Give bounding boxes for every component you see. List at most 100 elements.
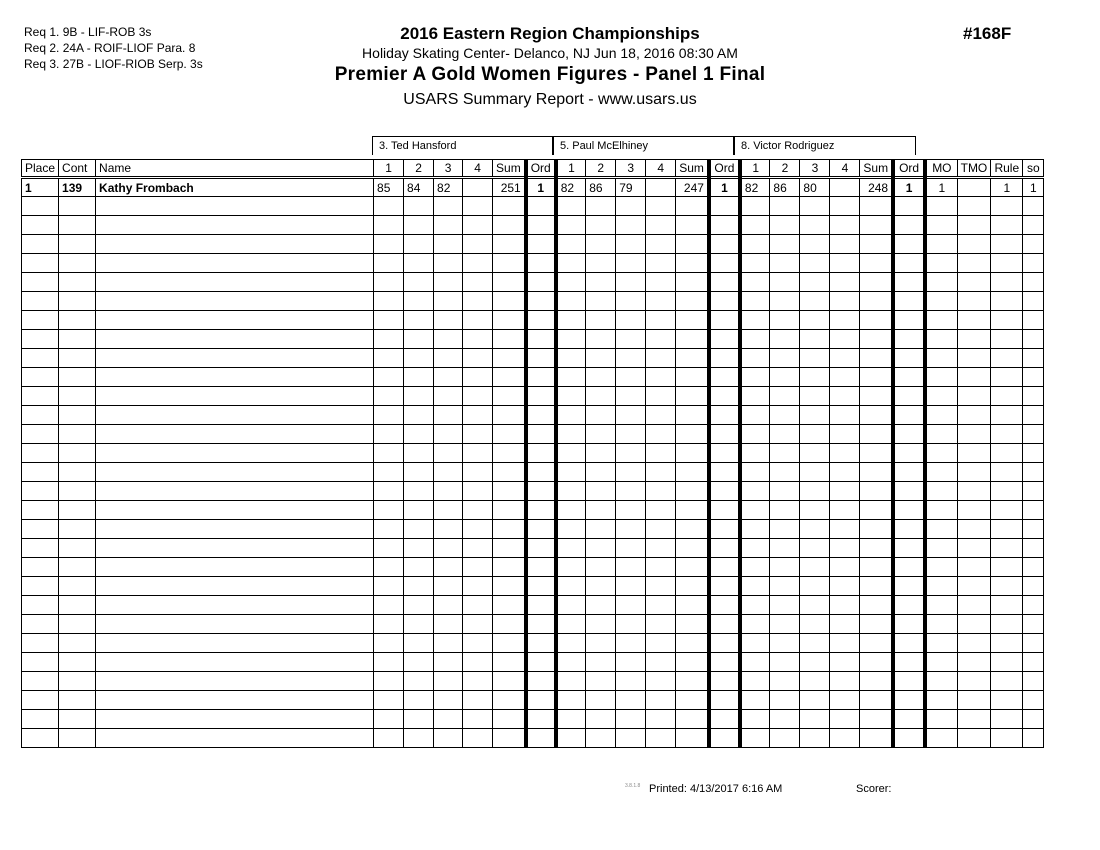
cell-j2-s3 (615, 348, 647, 368)
cell-j1-s1 (373, 557, 405, 577)
cell-j3-s4 (829, 405, 861, 425)
cell-j2-s2 (585, 500, 617, 520)
table-row (20, 367, 1045, 387)
cell-j2-ord (706, 348, 742, 368)
cell-j2-sum (675, 348, 710, 368)
event-title: Premier A Gold Women Figures - Panel 1 F… (334, 64, 766, 85)
cell-j2-s1 (555, 462, 587, 482)
cell-tmo (956, 557, 992, 577)
cell-rule (990, 633, 1024, 653)
cell-j2-ord (706, 196, 742, 216)
cell-j2-s3 (615, 291, 647, 311)
cell-j2-sum (675, 367, 710, 387)
cell-mo (924, 481, 958, 501)
table-row (20, 595, 1045, 615)
cell-j2-s1 (555, 576, 587, 596)
cell-j1-ord (523, 690, 558, 710)
cell-cont (58, 405, 97, 425)
cell-mo: 1 (924, 177, 958, 197)
cell-j2-s3 (615, 633, 647, 653)
cell-tmo (956, 291, 992, 311)
cell-j2-sum (675, 234, 710, 254)
cell-so (1022, 500, 1045, 520)
cell-j3-s1 (739, 386, 771, 406)
cell-j3-s1 (739, 329, 771, 349)
table-row (20, 671, 1045, 691)
cell-j3-s2 (769, 595, 801, 615)
cell-j1-ord (523, 367, 558, 387)
cell-j1-s3: 82 (433, 177, 464, 197)
cell-j2-s2 (585, 215, 617, 235)
cell-mo (924, 348, 958, 368)
cell-j1-s3 (433, 215, 464, 235)
cell-j2-s4 (645, 196, 677, 216)
venue-date: Holiday Skating Center- Delanco, NJ Jun … (362, 45, 738, 61)
cell-j1-s3 (433, 329, 464, 349)
cell-j1-s3 (433, 291, 464, 311)
cell-j1-s4 (462, 405, 494, 425)
cell-j1-sum (492, 500, 527, 520)
cell-j2-s3 (615, 614, 647, 634)
cell-mo (924, 633, 958, 653)
cell-j3-s4 (829, 310, 861, 330)
cell-j2-ord: 1 (706, 177, 742, 197)
cell-name: Kathy Frombach (95, 177, 375, 197)
cell-j2-s1 (555, 272, 587, 292)
cell-j1-s4 (462, 386, 494, 406)
cell-tmo (956, 671, 992, 691)
column-header-j3-s4: 4 (829, 159, 861, 179)
cell-j1-s1 (373, 500, 405, 520)
cell-mo (924, 500, 958, 520)
cell-mo (924, 671, 958, 691)
cell-j1-s3 (433, 367, 464, 387)
cell-j3-s1 (739, 196, 771, 216)
cell-j1-s3 (433, 614, 464, 634)
cell-j2-s4 (645, 367, 677, 387)
table-row (20, 500, 1045, 520)
table-row (20, 310, 1045, 330)
column-header-place: Place (20, 159, 60, 179)
cell-j3-s3 (799, 348, 831, 368)
cell-j1-s3 (433, 500, 464, 520)
cell-j1-ord (523, 196, 558, 216)
cell-rule (990, 367, 1024, 387)
cell-j1-sum (492, 291, 527, 311)
cell-tmo (956, 576, 992, 596)
cell-j3-s2 (769, 728, 801, 748)
cell-j3-s4 (829, 348, 861, 368)
column-header-name: Name (95, 159, 375, 179)
cell-j1-s3 (433, 310, 464, 330)
cell-tmo (956, 633, 992, 653)
cell-j1-s3 (433, 234, 464, 254)
cell-so (1022, 272, 1045, 292)
cell-j1-sum (492, 386, 527, 406)
cell-j2-s1 (555, 443, 587, 463)
cell-name (95, 633, 375, 653)
cell-j2-sum (675, 481, 710, 501)
cell-j2-s3 (615, 386, 647, 406)
cell-j3-s2 (769, 500, 801, 520)
cell-j1-s3 (433, 462, 464, 482)
cell-tmo (956, 310, 992, 330)
cell-j3-s1 (739, 576, 771, 596)
cell-j3-ord (891, 500, 928, 520)
cell-j1-ord (523, 557, 558, 577)
cell-j2-s1 (555, 310, 587, 330)
cell-j1-ord (523, 310, 558, 330)
cell-j1-s1 (373, 215, 405, 235)
cell-cont (58, 614, 97, 634)
cell-j1-s4 (462, 614, 494, 634)
cell-j1-s4 (462, 557, 494, 577)
cell-j1-s4 (462, 272, 494, 292)
cell-j3-sum (859, 291, 894, 311)
cell-j1-ord (523, 500, 558, 520)
cell-mo (924, 329, 958, 349)
column-header-j3-sum: Sum (859, 159, 894, 179)
cell-j2-s4 (645, 405, 677, 425)
cell-j2-s4 (645, 690, 677, 710)
cell-so (1022, 671, 1045, 691)
cell-j1-s2 (403, 310, 435, 330)
cell-j3-s2 (769, 481, 801, 501)
cell-j1-sum (492, 348, 527, 368)
cell-j2-s3 (615, 462, 647, 482)
